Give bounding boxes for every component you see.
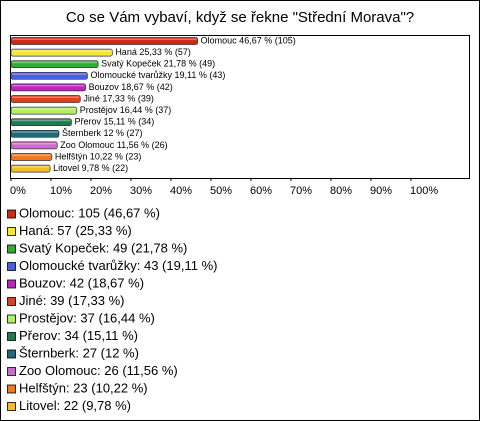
legend-label: Haná: 57 (25,33 %) [19, 223, 132, 238]
legend-swatch [7, 209, 16, 219]
bar-shine [12, 119, 71, 122]
x-tick-label: 50% [210, 185, 232, 197]
bar-label: Zoo Olomouc 11,56 % (26) [60, 140, 167, 150]
legend-label: Olomouc: 105 (46,67 %) [19, 205, 160, 220]
legend-label: Svatý Kopeček: 49 (21,78 %) [19, 240, 187, 255]
bar-shine [12, 96, 80, 98]
x-tick-label: 60% [250, 185, 272, 197]
bar [10, 141, 58, 150]
x-tick-label: 70% [290, 185, 312, 197]
legend-swatch [7, 384, 16, 394]
legend-label: Helfštýn: 23 (10,22 %) [19, 380, 148, 395]
x-tick-label: 20% [90, 185, 112, 197]
bar-label: Haná 25,33 % (57) [115, 47, 191, 57]
legend-label: Šternberk: 27 (12 %) [19, 345, 139, 360]
bar-label: Jiné 17,33 % (39) [83, 93, 154, 103]
bar-label: Litovel 9,78 % (22) [53, 163, 128, 173]
legend-label: Jiné: 39 (17,33 %) [19, 293, 125, 308]
bar [10, 71, 88, 80]
bar [10, 129, 60, 138]
chart-title: Co se Vám vybaví, když se řekne "Střední… [66, 9, 414, 26]
bar [10, 60, 99, 69]
x-tick-label: 40% [170, 185, 192, 197]
plot-area [10, 35, 470, 179]
bar-shine [12, 84, 85, 87]
bar-shine [12, 154, 51, 156]
bar [10, 118, 72, 127]
bar-shine [12, 166, 50, 168]
legend-label: Zoo Olomouc: 26 (11,56 %) [19, 363, 178, 378]
bar-label: Prostějov 16,44 % (37) [80, 105, 172, 115]
legend-label: Bouzov: 42 (18,67 %) [19, 275, 144, 290]
legend-swatch [7, 349, 16, 359]
bar-label: Přerov 15,11 % (34) [74, 117, 154, 127]
legend-swatch [7, 279, 16, 289]
bar-label: Šternberk 12 % (27) [62, 128, 143, 138]
bar-shine [12, 61, 98, 64]
legend-label: Přerov: 34 (15,11 %) [19, 328, 138, 343]
bar-label: Svatý Kopeček 21,78 % (49) [101, 59, 215, 69]
bar [10, 83, 87, 92]
bar-label: Helfštýn 10,22 % (23) [55, 151, 142, 161]
legend-swatch [7, 367, 16, 376]
x-tick-label: 0% [10, 185, 26, 197]
legend-swatch [7, 244, 16, 254]
x-tick-label: 90% [370, 185, 392, 197]
bar-shine [12, 38, 197, 40]
bar [10, 164, 51, 173]
legend-swatch [7, 314, 16, 324]
bar-shine [12, 131, 58, 133]
bar-label: Olomouc 46,67 % (105) [201, 35, 296, 45]
legend-swatch [7, 332, 16, 341]
bar [10, 153, 53, 161]
bar [10, 48, 113, 57]
bar-shine [12, 108, 76, 110]
bar-shine [12, 73, 87, 75]
bar-label: Olomoucké tvarůžky 19,11 % (43) [90, 70, 225, 80]
x-tick-label: 100% [410, 185, 438, 197]
legend-swatch [7, 297, 16, 306]
bar-shine [12, 142, 57, 145]
x-tick-label: 10% [50, 185, 72, 197]
legend-label: Olomoucké tvarůžky: 43 (19,11 %) [19, 258, 217, 273]
legend-swatch [7, 262, 16, 271]
legend-label: Litovel: 22 (9,78 %) [19, 398, 131, 413]
legend-swatch [7, 227, 16, 236]
x-tick-label: 80% [330, 185, 352, 197]
legend-label: Prostějov: 37 (16,44 %) [19, 310, 155, 325]
bar [10, 106, 78, 115]
x-tick-label: 30% [130, 185, 152, 197]
bar-shine [12, 50, 112, 52]
legend-swatch [7, 402, 16, 411]
bar [10, 37, 199, 45]
bar [10, 95, 81, 103]
bar-label: Bouzov 18,67 % (42) [89, 82, 173, 92]
